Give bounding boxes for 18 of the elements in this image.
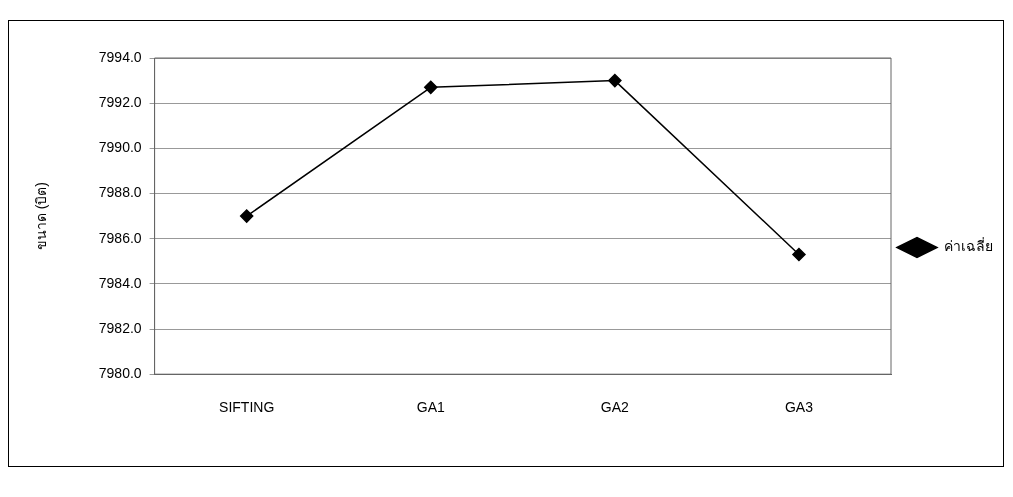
y-tick-label: 7986.0	[98, 229, 142, 246]
y-tick-label: 7990.0	[98, 139, 142, 156]
y-tick-label: 7992.0	[98, 94, 142, 111]
y-tick-label: 7980.0	[98, 365, 142, 382]
point	[608, 73, 622, 88]
x-tick-label: GA2	[600, 399, 630, 416]
y-axis-title: ขนาด (บิต)	[33, 181, 50, 251]
point	[792, 247, 806, 262]
y-tick-label: 7988.0	[98, 184, 142, 201]
x-tick-label: GA3	[784, 399, 814, 416]
y-tick-label: 7994.0	[98, 48, 142, 65]
y-tick-label: 7982.0	[98, 319, 142, 336]
legend-label: ค่าเฉลี่ย	[944, 237, 993, 255]
point	[239, 209, 254, 223]
point	[424, 80, 438, 95]
x-tick-label: SIFTING	[219, 399, 275, 416]
y-tick-label: 7984.0	[98, 274, 142, 291]
x-tick-label: GA1	[416, 399, 445, 416]
